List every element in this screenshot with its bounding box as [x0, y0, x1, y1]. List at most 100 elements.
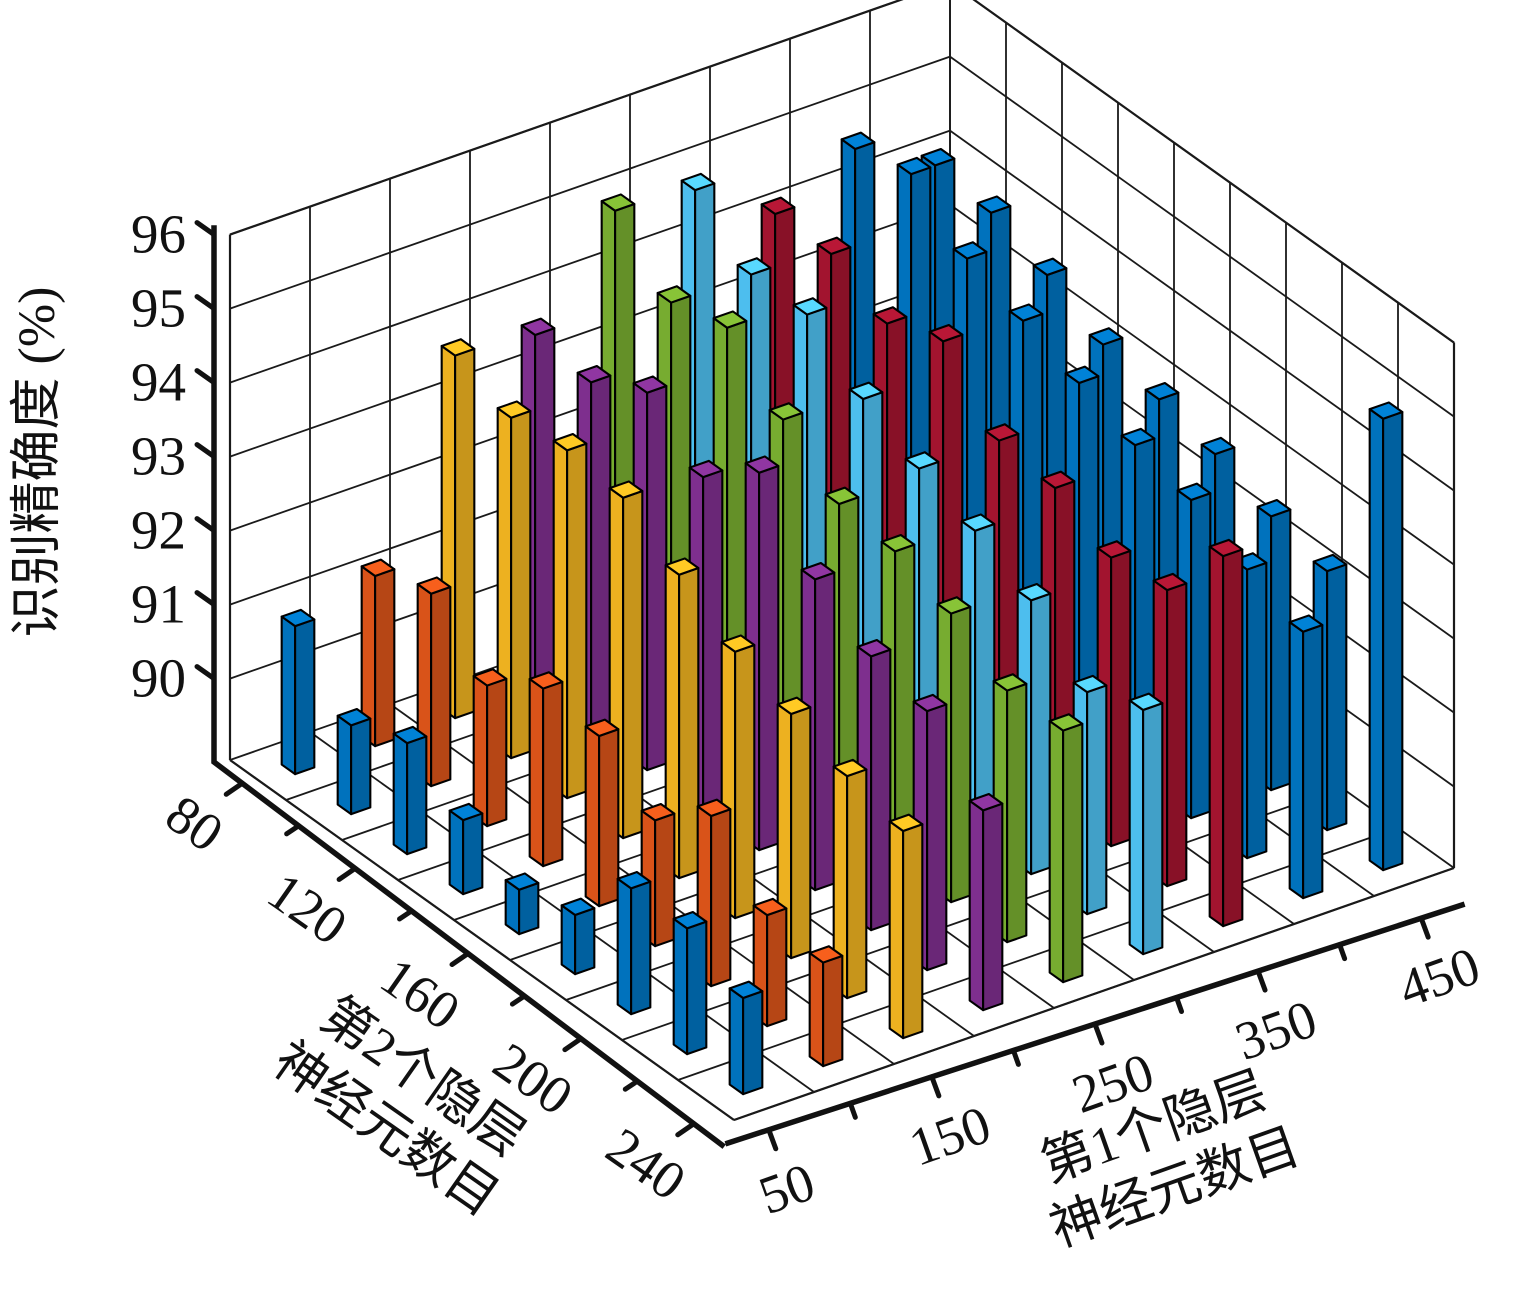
bar-front-face — [1110, 549, 1132, 848]
bar-left-face — [1208, 545, 1225, 928]
bar-left-face — [472, 674, 489, 828]
bar-front-face — [1382, 410, 1404, 872]
floor-grid-line — [677, 827, 1399, 1081]
y-tick — [449, 951, 471, 968]
bar-top-face — [736, 257, 772, 276]
bar-front-face — [822, 954, 844, 1068]
bar-front-face — [510, 409, 532, 760]
bar-top-face — [1256, 498, 1292, 518]
zy-ruler — [211, 225, 726, 1149]
bar-top-face — [672, 910, 708, 930]
z-tick-label: 95 — [131, 278, 186, 339]
bar-x150-y220 — [832, 758, 868, 1000]
x-tick — [1092, 1021, 1105, 1046]
bar-left-face — [336, 714, 353, 816]
bar-top-face — [1144, 381, 1180, 401]
y-tick — [509, 993, 527, 1007]
bar-front-face — [630, 880, 652, 1016]
z-tick — [194, 664, 217, 682]
bar-top-face — [520, 317, 556, 337]
bar-top-face — [696, 798, 732, 818]
x-tick — [1418, 915, 1431, 940]
bar-front-face — [518, 881, 540, 936]
bar-x100-y160 — [584, 718, 620, 908]
bar-front-face — [1270, 508, 1292, 792]
bar-front-face — [1030, 592, 1052, 876]
bar-front-face — [574, 907, 596, 976]
box-edge — [229, 759, 735, 1121]
bar-top-face — [816, 236, 852, 256]
bar-top-face — [1016, 582, 1052, 602]
bar-top-face — [472, 668, 508, 687]
bar-top-face — [824, 486, 860, 506]
bar-top-face — [552, 432, 588, 452]
bar-top-face — [1064, 365, 1100, 385]
box-edge — [733, 866, 1455, 1122]
bar-left-face — [1048, 719, 1065, 984]
y-tick-label: 80 — [155, 783, 234, 863]
bar-front-face — [870, 648, 892, 932]
x-tick — [929, 1074, 942, 1099]
bars — [280, 131, 1404, 1096]
bar-front-face — [1190, 492, 1212, 820]
bar-top-face — [1152, 572, 1188, 592]
bar-x250-y240 — [1048, 713, 1084, 984]
bar-top-face — [848, 381, 884, 401]
bar-front-face — [350, 717, 372, 816]
y-tick — [675, 1121, 697, 1138]
bar-front-face — [1326, 563, 1348, 832]
z-tick-label: 91 — [131, 574, 186, 635]
bar-front-face — [374, 568, 396, 748]
x-tick — [1337, 942, 1348, 962]
bar-top-face — [1176, 482, 1212, 502]
bar-series-250 — [600, 193, 1084, 984]
bar-top-face — [760, 196, 796, 216]
bar-front-face — [710, 808, 732, 988]
bar-left-face — [392, 732, 409, 856]
bar-front-face — [974, 522, 996, 836]
bar-top-face — [1032, 257, 1068, 277]
bar-front-face — [542, 680, 564, 868]
bar-top-face — [904, 451, 940, 470]
bar-top-face — [712, 310, 748, 329]
x-tick — [766, 1127, 779, 1152]
y-tick — [223, 780, 245, 797]
z-tick — [194, 442, 217, 460]
bar-top-face — [680, 172, 716, 192]
bar-front-face — [622, 489, 644, 840]
bar-front-face — [1302, 623, 1324, 900]
x-tick-label: 50 — [751, 1152, 822, 1227]
bar-top-face — [664, 557, 700, 576]
bar-top-face — [728, 980, 764, 1000]
bar-top-face — [880, 533, 916, 553]
bar-front-face — [678, 566, 700, 880]
bar-front-face — [534, 327, 556, 692]
bar-top-face — [976, 195, 1012, 214]
x-tick — [847, 1100, 858, 1120]
bar-top-face — [1200, 436, 1236, 456]
bar-front-face — [406, 735, 428, 856]
z-tick-label: 90 — [131, 648, 186, 709]
bar-top-face — [776, 696, 812, 716]
bar-x100-y120 — [472, 668, 508, 828]
bar-x100-y140 — [528, 671, 564, 868]
z-tick-label: 92 — [131, 500, 186, 561]
bar-top-face — [576, 364, 612, 384]
z-tick-label: 93 — [131, 426, 186, 487]
bar-left-face — [584, 725, 601, 908]
bar-left-face — [528, 677, 545, 868]
bar-x100-y240 — [808, 945, 844, 1068]
bar-top-face — [992, 673, 1028, 692]
x-tick — [1010, 1047, 1021, 1067]
bar-x50-y240 — [728, 980, 764, 1096]
bar-x50-y140 — [448, 802, 484, 896]
bar-front-face — [926, 703, 948, 972]
bar-front-face — [742, 990, 764, 1096]
x-tick-label: 350 — [1228, 988, 1324, 1072]
bar-x300-y240 — [1128, 692, 1164, 956]
bar-top-face — [768, 402, 804, 421]
z-tick — [194, 220, 217, 238]
bar-front-face — [766, 907, 788, 1028]
bar-front-face — [950, 605, 972, 904]
